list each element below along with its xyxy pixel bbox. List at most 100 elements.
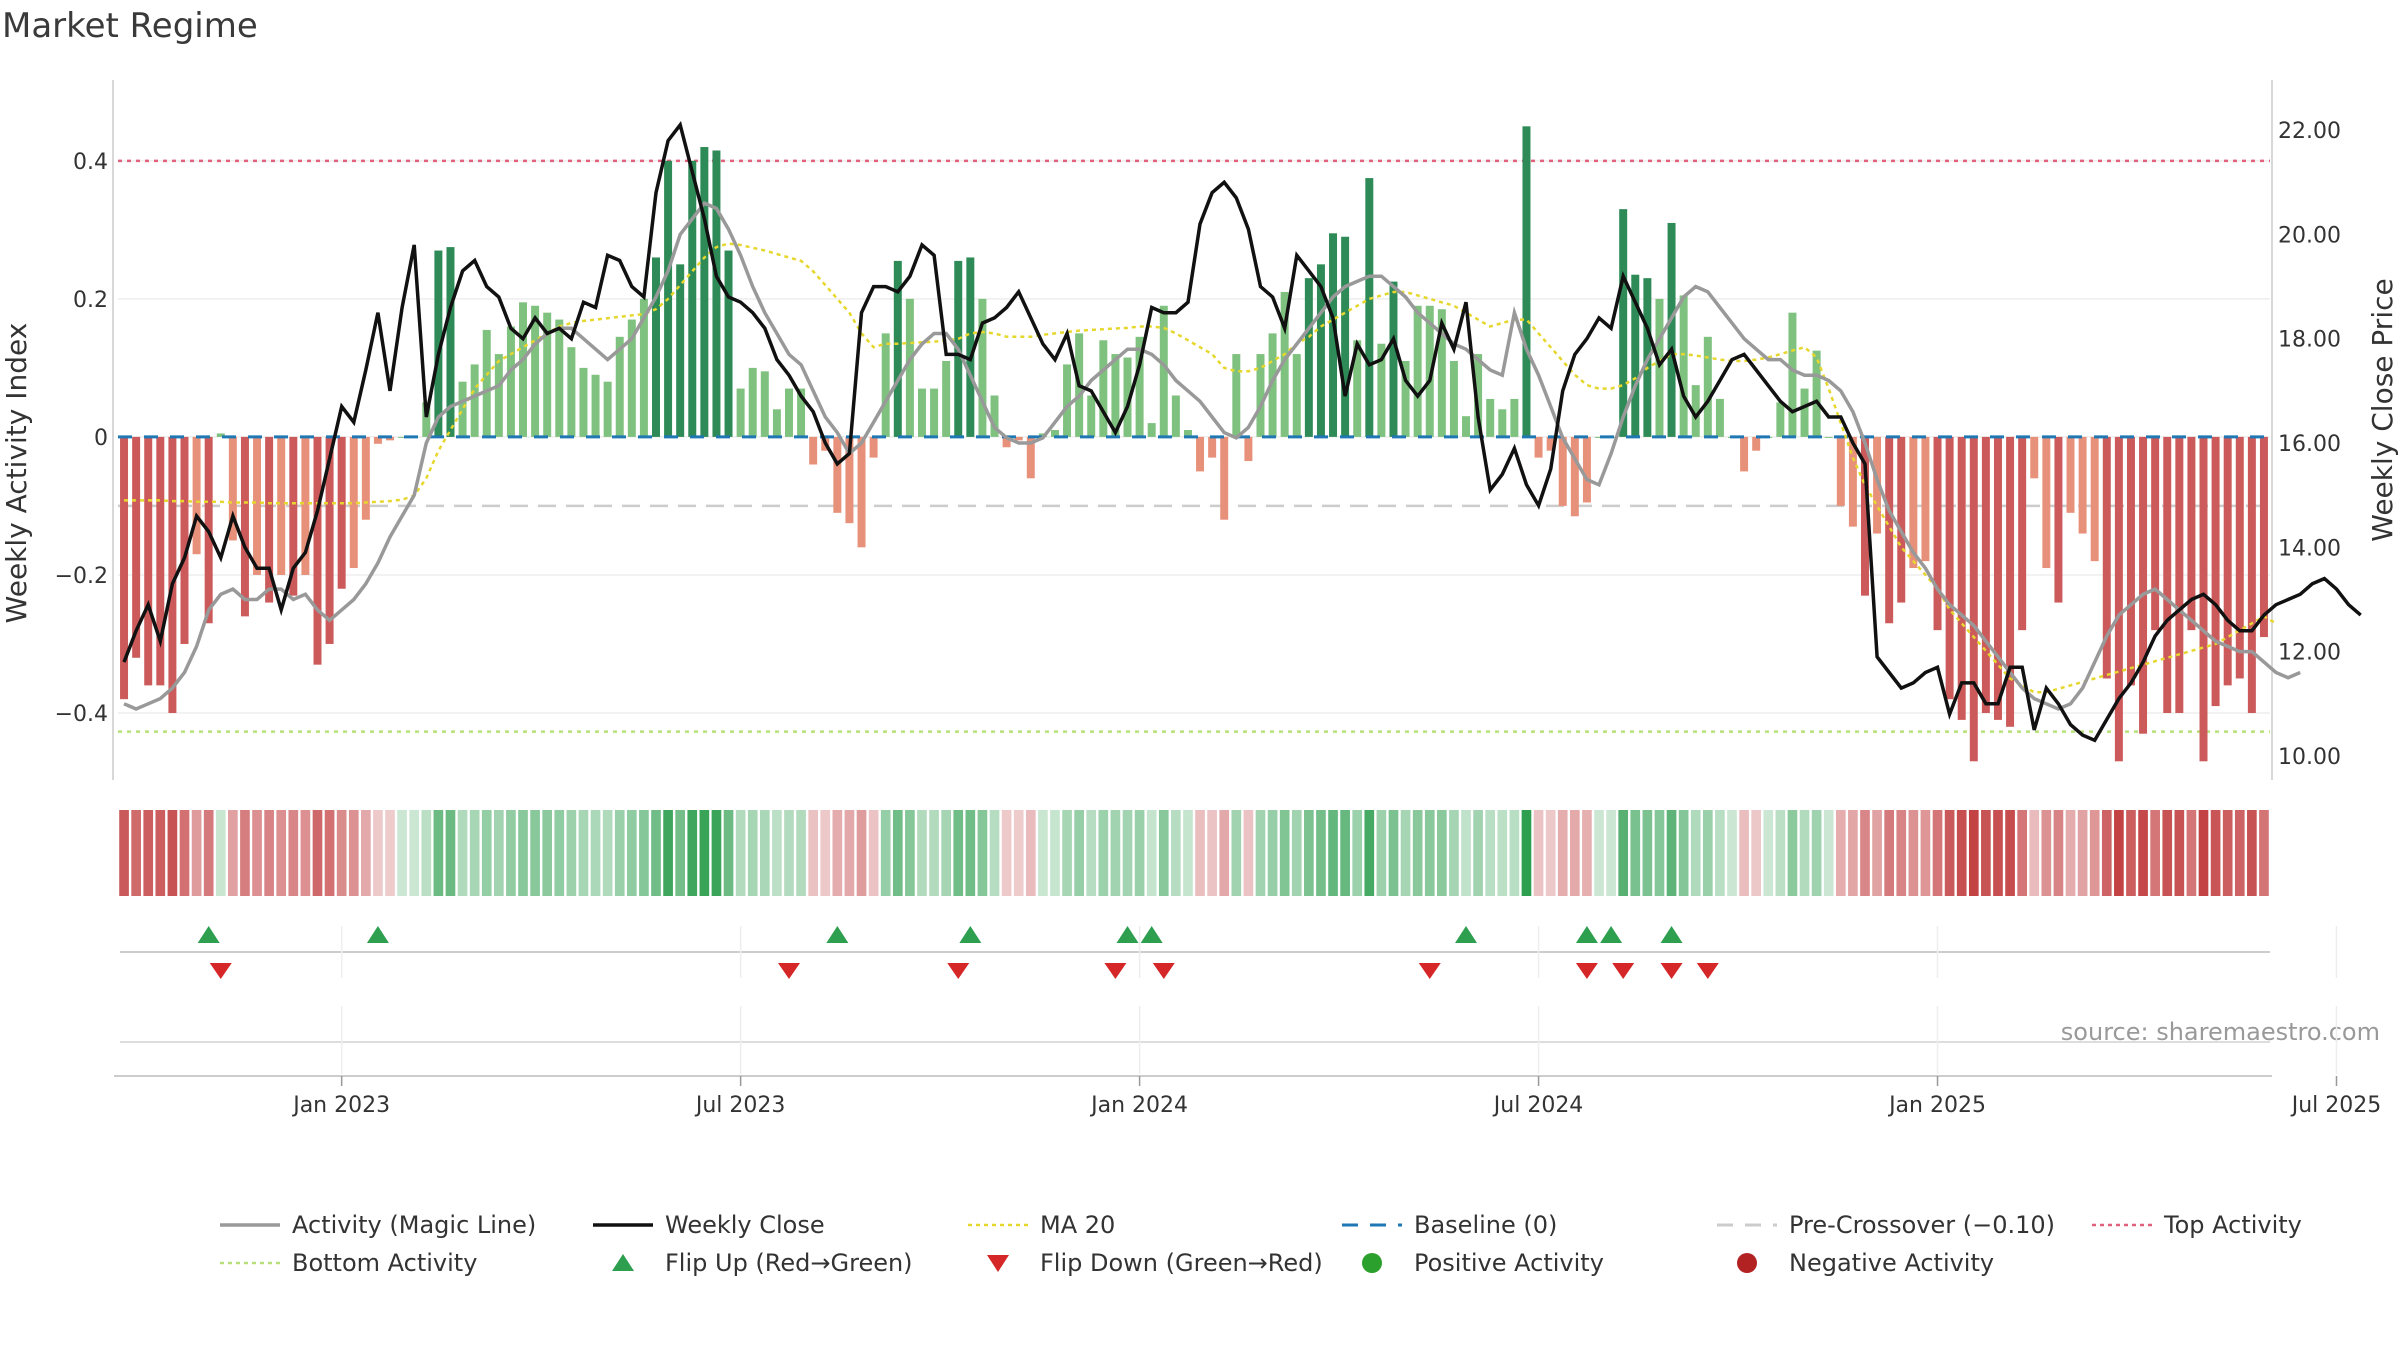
regime-strip-cell — [409, 810, 420, 896]
regime-strip-cell — [965, 810, 976, 896]
regime-strip-cell — [832, 810, 843, 896]
regime-strip-cell — [917, 810, 927, 896]
activity-bar — [784, 388, 793, 437]
activity-bar — [1232, 354, 1241, 437]
regime-strip-cell — [1328, 810, 1338, 896]
regime-strip-cell — [1025, 810, 1036, 896]
activity-bar — [615, 336, 624, 437]
regime-strip-cell — [929, 810, 939, 896]
regime-strip-cell — [1932, 810, 1943, 896]
regime-strip-cell — [1352, 810, 1363, 896]
activity-bar — [240, 436, 249, 617]
activity-bar — [1063, 364, 1072, 437]
activity-bar — [2163, 436, 2172, 713]
legend-label: Weekly Close — [665, 1211, 825, 1239]
regime-strip-cell — [373, 810, 383, 896]
legend-label: Baseline (0) — [1414, 1211, 1557, 1239]
legend-item: Flip Down (Green→Red) — [987, 1249, 1323, 1277]
activity-bar — [1969, 436, 1978, 762]
activity-bar — [2078, 436, 2087, 534]
regime-strip-cell — [1473, 810, 1483, 896]
regime-strip-cell — [1122, 810, 1133, 896]
chart-title: Market Regime — [2, 6, 258, 46]
regime-strip-cell — [2234, 810, 2245, 896]
legend-item: Positive Activity — [1362, 1249, 1604, 1277]
regime-strip-cell — [759, 810, 770, 896]
activity-bar — [216, 433, 225, 437]
activity-bar — [458, 381, 467, 437]
regime-strip-cell — [1316, 810, 1326, 896]
activity-bar — [712, 150, 721, 437]
legend-label: MA 20 — [1040, 1211, 1115, 1239]
regime-strip-cell — [276, 810, 287, 896]
flip-down-marker — [1660, 963, 1683, 979]
activity-bar — [313, 436, 322, 665]
regime-strip-cell — [2041, 810, 2052, 896]
regime-strip-cell — [2089, 810, 2100, 896]
activity-bar — [1836, 436, 1845, 506]
activity-bar — [1595, 436, 1604, 438]
activity-bar — [2114, 436, 2123, 762]
regime-strip-cell — [1715, 810, 1725, 896]
activity-bar — [1752, 436, 1761, 451]
regime-strip-cell — [1424, 810, 1435, 896]
regime-strip-cell — [1497, 810, 1508, 896]
regime-strip-cell — [1618, 810, 1629, 896]
regime-strip-cell — [868, 810, 879, 896]
regime-strip-cell — [602, 810, 613, 896]
regime-strip-cell — [288, 810, 299, 896]
regime-strip-cell — [1678, 810, 1689, 896]
activity-bar — [1050, 430, 1059, 437]
activity-bar — [1800, 388, 1809, 437]
activity-bar — [506, 326, 515, 437]
regime-strip-cell — [1001, 810, 1012, 896]
legend-item: Weekly Close — [593, 1211, 825, 1239]
regime-strip-cell — [1545, 810, 1556, 896]
regime-strip-cell — [1981, 810, 1991, 896]
regime-strip-cell — [1074, 810, 1084, 896]
activity-bar — [1873, 436, 1882, 534]
activity-bar — [1353, 340, 1362, 437]
activity-bar — [1220, 436, 1229, 520]
activity-bar — [1244, 436, 1253, 462]
flip-up-marker — [366, 926, 389, 943]
activity-bar — [1256, 354, 1265, 437]
activity-bar — [494, 354, 503, 437]
activity-bar — [1848, 436, 1857, 527]
regime-strip-cell — [578, 810, 589, 896]
magic-line — [123, 201, 2301, 711]
activity-bar — [168, 436, 177, 713]
regime-strip-cell — [1291, 810, 1302, 896]
regime-strip-cell — [252, 810, 262, 896]
regime-strip-cell — [2053, 810, 2064, 896]
regime-strip-cell — [228, 810, 238, 896]
regime-strip-cell — [1993, 810, 2003, 896]
regime-strip-cell — [2114, 810, 2124, 896]
flip-down-marker — [209, 963, 232, 979]
regime-strip-cell — [143, 810, 154, 896]
activity-bar — [930, 388, 939, 437]
regime-strip-cell — [324, 810, 335, 896]
regime-strip-cell — [421, 810, 432, 896]
activity-bar — [482, 329, 491, 437]
regime-strip-cell — [1485, 810, 1496, 896]
legend-label: Top Activity — [2163, 1211, 2302, 1239]
regime-strip-cell — [1171, 810, 1181, 896]
legend-label: Pre-Crossover (−0.10) — [1789, 1211, 2055, 1239]
regime-strip-cell — [481, 810, 492, 896]
activity-bar — [833, 436, 842, 513]
activity-bar — [893, 260, 902, 437]
regime-strip-cell — [1569, 810, 1580, 896]
activity-bar — [1389, 281, 1398, 437]
regime-strip-cell — [784, 810, 794, 896]
activity-bar — [1788, 312, 1797, 437]
regime-strip-cell — [1110, 810, 1121, 896]
regime-strip-cell — [1654, 810, 1665, 896]
activity-bar — [2187, 436, 2196, 631]
activity-bar — [797, 388, 806, 437]
activity-bar — [1546, 436, 1555, 451]
activity-bar — [1341, 236, 1350, 437]
activity-bar — [1401, 360, 1410, 437]
activity-bar — [132, 436, 141, 658]
activity-bar — [519, 302, 528, 437]
